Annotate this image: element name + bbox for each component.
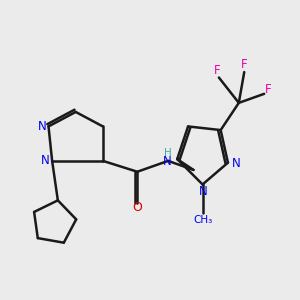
Text: F: F [241,58,247,71]
Text: O: O [132,202,142,214]
Text: N: N [163,155,172,168]
Text: N: N [232,157,240,170]
Text: F: F [214,64,220,77]
Text: H: H [164,148,172,158]
Text: N: N [38,120,46,133]
Text: N: N [41,154,50,167]
Text: N: N [199,185,208,198]
Text: CH₃: CH₃ [194,215,213,225]
Text: F: F [265,83,272,96]
